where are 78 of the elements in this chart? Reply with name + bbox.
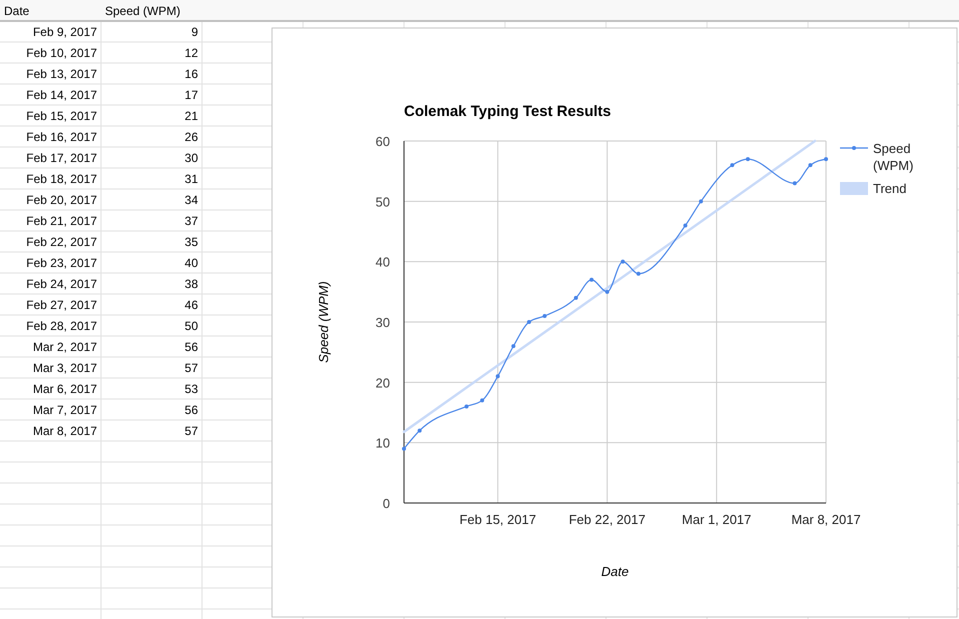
category-label: Mar 7, 2017 [32,403,98,417]
point [746,157,750,162]
category-label: Mar 6, 2017 [32,382,98,396]
x-axis-title: Date [601,564,629,579]
category-label: Feb 14, 2017 [26,88,98,102]
y-tick-label: 0 [382,496,390,511]
point [542,314,547,318]
point [808,163,812,168]
point [480,398,484,402]
point [792,181,797,186]
category-label: Mar 3, 2017 [32,361,98,375]
y-tick-label: 60 [376,134,390,149]
category-label: Mar 2, 2017 [32,340,98,354]
data-label: 12 [184,46,198,60]
point [824,157,828,162]
text: Date [4,4,30,18]
data-label: 50 [184,319,198,333]
point [574,296,578,300]
point [527,320,532,324]
category-label: Feb 24, 2017 [26,277,98,291]
text: Speed (WPM) [105,4,180,18]
data-label: 56 [184,403,198,417]
point [496,374,500,378]
data-label: 37 [184,214,198,228]
data-label: 53 [184,382,198,396]
y-tick-label: 30 [376,315,390,330]
data-label: 35 [184,235,198,249]
data-label: 31 [184,172,198,186]
data-label: 9 [191,25,198,39]
data-label: 30 [184,151,198,165]
category-label: Feb 23, 2017 [26,256,98,270]
x-tick-label: Mar 1, 2017 [682,512,752,527]
x-tick-label: Mar 8, 2017 [791,512,861,527]
y-tick-label: 20 [376,375,390,390]
data-label: 34 [184,193,198,207]
legend-label: Trend [873,181,906,196]
point [464,404,469,408]
category-label: Feb 22, 2017 [26,235,98,249]
y-tick-label: 40 [376,254,390,270]
point [636,272,640,276]
point [402,446,406,451]
point [698,199,703,204]
y-tick-label: 10 [376,436,390,451]
category-label: Feb 20, 2017 [26,193,98,207]
data-label: 16 [184,67,198,81]
category-label: Feb 15, 2017 [26,109,98,123]
data-label: 38 [184,277,198,291]
point [418,428,422,433]
chart-title: Colemak Typing Test Results [404,103,611,120]
data-label: 46 [184,298,198,312]
point [511,344,516,348]
data-label: 21 [184,109,198,123]
category-label: Feb 21, 2017 [26,214,98,228]
y-tick-label: 50 [376,194,390,210]
data-label: 17 [184,88,198,102]
data-label: 26 [184,130,198,144]
point [590,278,594,282]
point [683,223,688,228]
x-tick-label: Feb 15, 2017 [459,512,536,527]
point [620,260,625,264]
category-label: Feb 13, 2017 [26,67,98,81]
data-label: 40 [184,256,198,270]
category-label: Feb 18, 2017 [26,172,98,186]
legend-label: Speed (WPM) [873,141,914,173]
data-label: 57 [184,424,198,438]
data-label: 56 [184,340,198,354]
y-axis-title: Speed (WPM) [316,281,331,363]
category-label: Feb 17, 2017 [26,151,98,165]
category-label: Feb 9, 2017 [32,25,98,39]
point [605,290,610,294]
category-label: Feb 10, 2017 [26,46,98,60]
x-tick-label: Feb 22, 2017 [568,512,646,527]
point [730,163,734,168]
category-label: Feb 27, 2017 [26,298,98,312]
category-label: Mar 8, 2017 [32,424,98,438]
data-label: 57 [184,361,198,375]
category-label: Feb 16, 2017 [26,130,98,144]
category-label: Feb 28, 2017 [26,319,98,333]
